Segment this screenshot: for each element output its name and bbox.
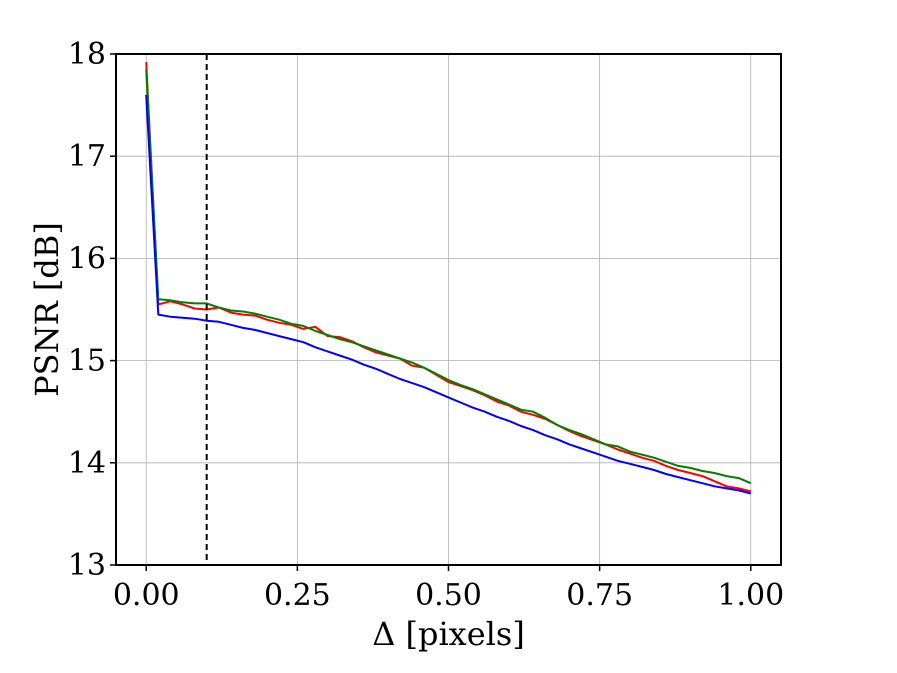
series-line-2: [145, 69, 752, 485]
y-axis-label: PSNR [dB]: [28, 222, 66, 397]
y-tick-label: 16: [68, 241, 106, 276]
x-tick-label: 1.00: [717, 578, 784, 613]
x-tick-label: 0.00: [113, 578, 180, 613]
x-tick-label: 0.25: [264, 578, 331, 613]
y-tick-label: 13: [68, 548, 106, 583]
series-line-3: [145, 94, 752, 495]
x-tick-label: 0.75: [566, 578, 633, 613]
x-axis-ticks: 0.00 0.25 0.50 0.75 1.00: [113, 565, 784, 613]
plot-series: [145, 62, 752, 495]
y-tick-label: 17: [68, 139, 106, 174]
x-tick-label: 0.50: [415, 578, 482, 613]
x-axis-label: Δ [pixels]: [372, 615, 525, 653]
y-tick-label: 14: [68, 446, 106, 481]
y-axis-ticks: 13 14 15 16 17 18: [68, 37, 116, 583]
series-line-1: [145, 62, 752, 493]
y-tick-label: 18: [68, 37, 106, 72]
y-tick-label: 15: [68, 344, 106, 379]
